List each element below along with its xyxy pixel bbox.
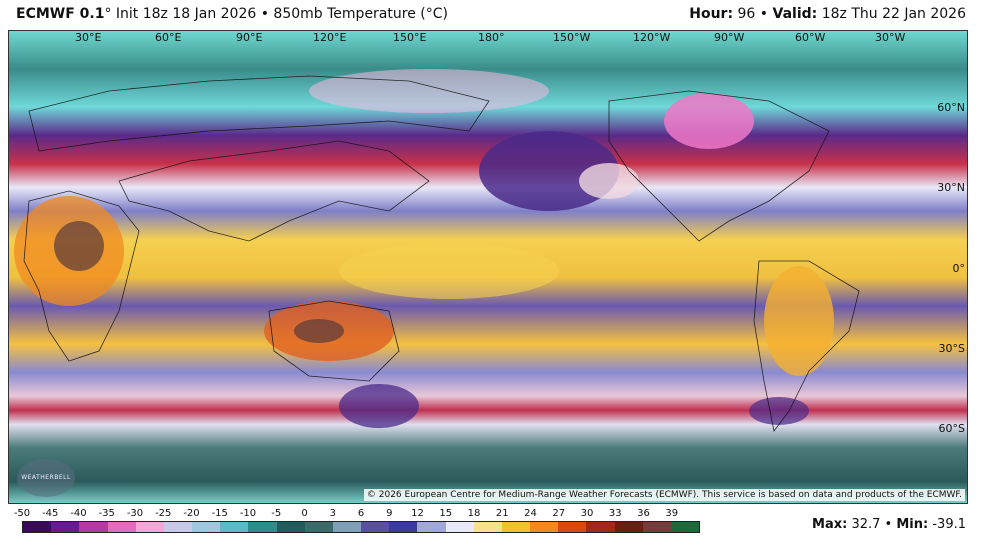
colorbar-swatch: [501, 522, 531, 532]
colorbar-swatch: [614, 522, 643, 532]
colorbar-label: -10: [239, 508, 257, 519]
colorbar-label: -25: [155, 508, 172, 519]
valid-time: Hour: 96 • Valid: 18z Thu 22 Jan 2026: [689, 6, 966, 22]
init-text: ° Init 18z 18 Jan 2026 • 850mb Temperatu…: [104, 6, 448, 22]
colorbar-label: -30: [126, 508, 144, 519]
copyright-notice: © 2026 European Centre for Medium-Range …: [363, 489, 965, 501]
colorbar: [22, 521, 700, 533]
colorbar-swatch: [530, 522, 559, 532]
colorbar-swatch: [389, 522, 418, 532]
lat-label: 30°S: [938, 342, 965, 355]
lon-label: 30°W: [875, 31, 906, 44]
max-min-readout: Max: 32.7 • Min: -39.1: [812, 517, 966, 532]
lat-label: 0°: [952, 262, 966, 275]
colorbar-swatch: [276, 522, 305, 532]
colorbar-swatch: [248, 522, 277, 532]
max-value: 32.7: [851, 517, 881, 532]
min-value: -39.1: [932, 517, 966, 532]
hour-label: Hour:: [689, 6, 734, 22]
lat-label: 60°S: [938, 422, 965, 435]
colorbar-label: -45: [42, 508, 59, 519]
max-label: Max:: [812, 517, 848, 532]
colorbar-label: 3: [329, 508, 336, 519]
colorbar-swatch: [304, 522, 333, 532]
colorbar-swatch: [473, 522, 502, 532]
colorbar-label: -15: [211, 508, 228, 519]
colorbar-label: 12: [411, 508, 424, 519]
colorbar-swatch: [135, 522, 164, 532]
colorbar-labels: -50 -45 -40 -35 -30 -25 -20 -15 -10 -5 0 3 6 9 12 15 18 2…: [14, 508, 700, 521]
colorbar-label: 0: [301, 508, 308, 519]
colorbar-label: 6: [357, 508, 365, 519]
colorbar-label: 9: [386, 508, 393, 519]
colorbar-label: 27: [552, 508, 566, 519]
colorbar-swatch: [163, 522, 193, 532]
colorbar-label: 21: [495, 508, 509, 519]
map-field: [9, 31, 967, 503]
colorbar-swatch: [586, 522, 615, 532]
colorbar-label: 15: [439, 508, 453, 519]
colorbar-label: -50: [13, 508, 31, 519]
colorbar-label: -35: [98, 508, 115, 519]
colorbar-label: 39: [665, 508, 679, 519]
colorbar-swatch: [23, 522, 52, 532]
lon-label: 120°E: [313, 31, 347, 44]
colorbar-label: -5: [271, 508, 282, 519]
lat-label: 30°N: [937, 181, 965, 194]
map-title: ECMWF 0.1° Init 18z 18 Jan 2026 • 850mb …: [16, 6, 448, 22]
model-name: ECMWF 0.1: [16, 6, 105, 22]
colorbar-label: 24: [524, 508, 537, 519]
lat-label: 60°N: [937, 101, 965, 114]
colorbar-label: -40: [70, 508, 87, 519]
colorbar-swatch: [445, 522, 474, 532]
colorbar-swatch: [642, 522, 671, 532]
lon-label: 60°E: [155, 31, 182, 44]
hour-value: 96: [737, 6, 756, 22]
colorbar-swatch: [51, 522, 80, 532]
weatherbell-logo: WEATHERBELL: [17, 459, 75, 497]
lon-label: 120°W: [633, 31, 671, 44]
lon-label: 150°E: [393, 31, 427, 44]
lon-label: 90°W: [714, 31, 745, 44]
min-label: Min:: [896, 517, 929, 532]
lon-label: 60°W: [795, 31, 826, 44]
valid-label: Valid:: [772, 6, 818, 22]
colorbar-swatch: [558, 522, 587, 532]
colorbar-label: -20: [183, 508, 200, 519]
colorbar-swatch: [107, 522, 136, 532]
colorbar-swatch: [417, 522, 446, 532]
colorbar-label: 33: [608, 508, 622, 519]
colorbar-swatch: [361, 522, 390, 532]
colorbar-label: 30: [580, 508, 594, 519]
colorbar-swatch: [332, 522, 362, 532]
lon-label: 180°: [478, 31, 505, 44]
colorbar-swatch: [192, 522, 221, 532]
colorbar-swatch: [79, 522, 108, 532]
lon-label: 30°E: [75, 31, 102, 44]
valid-value: 18z Thu 22 Jan 2026: [821, 6, 966, 22]
colorbar-swatch: [670, 522, 700, 532]
lon-label: 150°W: [553, 31, 591, 44]
temperature-map[interactable]: 30°E 60°E 90°E 120°E 150°E 180° 150°W 12…: [8, 30, 968, 504]
lon-label: 90°E: [236, 31, 263, 44]
colorbar-swatch: [220, 522, 249, 532]
header: ECMWF 0.1° Init 18z 18 Jan 2026 • 850mb …: [0, 0, 984, 30]
colorbar-label: 36: [637, 508, 650, 519]
colorbar-label: 18: [467, 508, 481, 519]
